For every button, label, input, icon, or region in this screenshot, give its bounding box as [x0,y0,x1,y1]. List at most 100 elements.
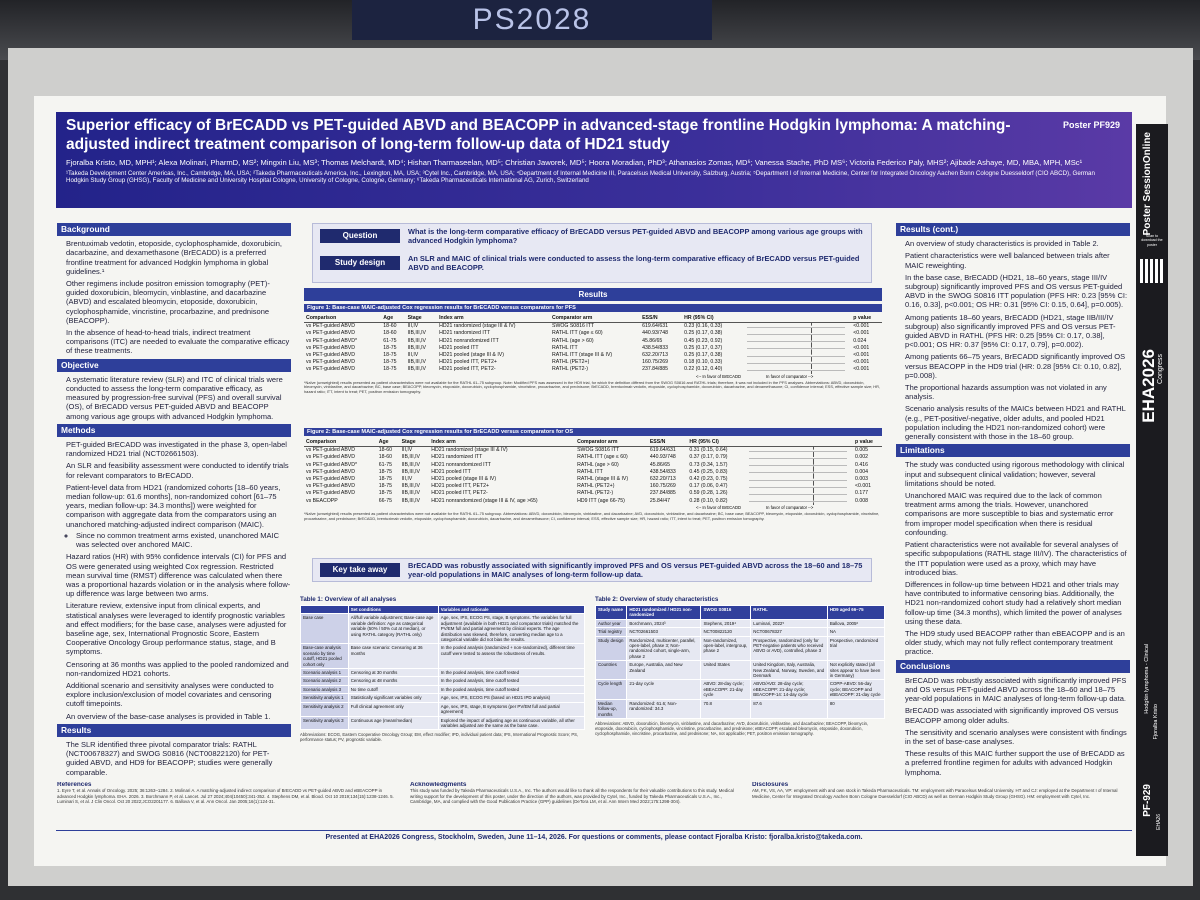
table-cell: RATHL ITT (stage III & IV) [551,352,613,359]
table-cell: vs PET-guided ABVD* [306,461,358,468]
forest-cell [743,447,853,455]
table-cell: RATHL (age > 60) [551,337,594,344]
table-cell: Prospective, randomized (only for PET-ne… [750,635,828,662]
table-cell: HD21 nonrandomized ITT [439,337,499,344]
column-header: Comparator arm [575,439,648,448]
table-cell: 0.25 (0.17, 0.38) [684,352,723,359]
figure-note: *Naïve (unweighted) results presented as… [304,380,880,395]
table-cell: In the pooled analysis (randomized + non… [437,643,585,670]
header-row: Comparison Age Stage Index arm Comparator ar… [304,315,882,324]
table-row: Author year Borchmann, 2024³ Stephens, 201… [595,618,885,629]
forest-cell [743,454,853,462]
section-heading: Limitations [896,444,1130,458]
axis-line [749,486,847,488]
table-cell: HD21 nonrandomized (stage III & IV, age … [431,497,538,504]
table-cell: ABVD/AVD: 28-day cycle; eBEACOPP: 21-day… [750,679,828,700]
table-row: vs PET-guided ABVD 18-60 III,IV HD21 random… [304,447,882,455]
table-cell: 0.002 [855,454,868,461]
column-header: Stage [405,315,438,324]
table-cell: 438.54/833 [642,344,669,351]
question-label: Question [320,229,400,243]
table-cell: Luminari, 2022⁵ [750,618,828,629]
table-cell: United Kingdom, Italy, Australia, New Ze… [750,660,828,681]
table-cell: <0.001 [853,330,870,337]
table-cell: 440.93/748 [649,454,676,461]
middle-column: Question What is the long-term comparati… [300,220,886,776]
column-header: p value [853,439,882,448]
table-row: Base-case analysis scenario by time cuto… [300,643,585,670]
table-cell: IIB,III,IV [407,344,427,351]
figure-title: Figure 1: Base-case MAIC-adjusted Cox re… [304,304,882,312]
forest-cell [741,344,851,353]
axis-line [749,494,847,496]
header-row: Study name HD21 randomized / HD21 non-ran… [595,605,885,620]
table-cell: Borchmann, 2024³ [626,618,702,629]
footer-text: 1. Eyre T, et al. Annals of Oncology. 20… [57,788,394,805]
table-cell: 0.17 (0.06, 0.47) [689,483,728,490]
table-cell: <0.001 [853,359,870,366]
header-row: Set conditions Variables and rationale [300,604,585,615]
section-heading: Methods [57,423,291,438]
table-row: vs PET-guided ABVD 18-75 III,IV HD21 pooled… [304,476,882,484]
bullet: The HD9 study used BEACOPP rather than e… [905,629,1130,657]
table-cell: ABVD: 28-day cycle; eBEACOPP: 21-day cyc… [700,679,752,700]
table-cell: HD21 randomized ITT [439,330,491,337]
table-cell: 0.008 [855,497,868,504]
footer-heading: References [57,782,92,788]
table-cell: IIB,III,IV [401,454,421,461]
column-header: Index arm [429,439,576,448]
table-cell: 18-75 [383,344,397,351]
table-cell: Full clinical agreement only [347,701,439,717]
column-header: Comparison [304,439,377,448]
table-cell: 18-60 [383,323,397,330]
table-cell: Randomized, multicenter, parallel, open-… [626,635,702,662]
topic: Hodgkin lymphoma - Clinical [1144,644,1150,714]
favor-left: <-- In favor of BrECADD [696,504,742,510]
table-cell: Base case [300,613,349,645]
forest-cell [741,352,851,360]
table-cell: 87.6 [750,698,828,719]
table-cell: RATHL (age > 60) [577,461,619,468]
table-cell: RATHL (PET2+) [577,483,615,490]
bullet: Patient characteristics were well balanc… [905,251,1130,269]
table-cell: 21-day cycle [626,679,702,700]
table-cell: IIB,III,IV [401,490,421,497]
table-cell: 18-60 [383,330,397,337]
table-cell: vs PET-guided ABVD [306,490,356,497]
table-cell: 0.024 [853,337,867,344]
forest-cell [743,476,853,484]
table-cell: RATHL (PET2-) [577,490,614,497]
table-cell: HD21 nonrandomized ITT [431,461,491,468]
axis-line [747,341,846,343]
bullet-list: An overview of study characteristics is … [896,239,1130,441]
table-row: vs PET-guided ABVD 18-60 IIB,III,IV HD21 ra… [304,454,882,462]
table-cell: 0.004 [855,468,868,475]
table-cell: 0.73 (0.34, 1.57) [689,461,728,468]
table-cell: 45.86/65 [642,337,663,344]
table-cell: HD21 pooled (stage III & IV) [439,352,504,359]
forest-cell [741,359,851,367]
design-label: Study design [320,256,400,270]
footer-text: This study was funded by Takeda Pharmace… [410,788,734,805]
table-row: Sensitivity analysis 1 Statistically sign… [300,693,585,703]
bullet: Differences in follow-up time between HD… [905,580,1130,626]
bullet: Patient characteristics were not availab… [905,540,1130,577]
table-cell: 0.28 (0.10, 0.82) [689,497,728,504]
qr-note: Scan to download the poster [1141,234,1163,247]
table-cell: vs PET-guided ABVD [306,454,356,461]
table-cell: <0.001 [853,366,870,373]
table-cell: III,IV [407,323,419,330]
table-row: Base case All/full variable adjustment; B… [300,613,585,645]
table-cell: 0.003 [855,476,868,483]
table-cell: Author year [595,618,628,629]
table-cell: Ballova, 2005⁶ [826,618,885,629]
table-cell: Age, sex, IPS, ECOG PS (based on HD21 IP… [437,693,585,703]
figure-2: Figure 2: Base-case MAIC-adjusted Cox re… [304,428,882,564]
bullet: The SLR identified three pivotal compara… [66,740,291,776]
table-row: Countries Europe, Australia, and New Zeal… [595,660,885,681]
table-cell: Stephens, 2019⁴ [700,618,752,629]
table-cell: vs PET-guided ABVD [306,330,356,337]
column-header: Comparison [304,315,382,324]
table-cell: COPP-ABVD: 56-day cycle; BEACOPP and eBE… [826,679,885,700]
bullet: Unanchored MAIC was required due to the … [905,491,1130,537]
